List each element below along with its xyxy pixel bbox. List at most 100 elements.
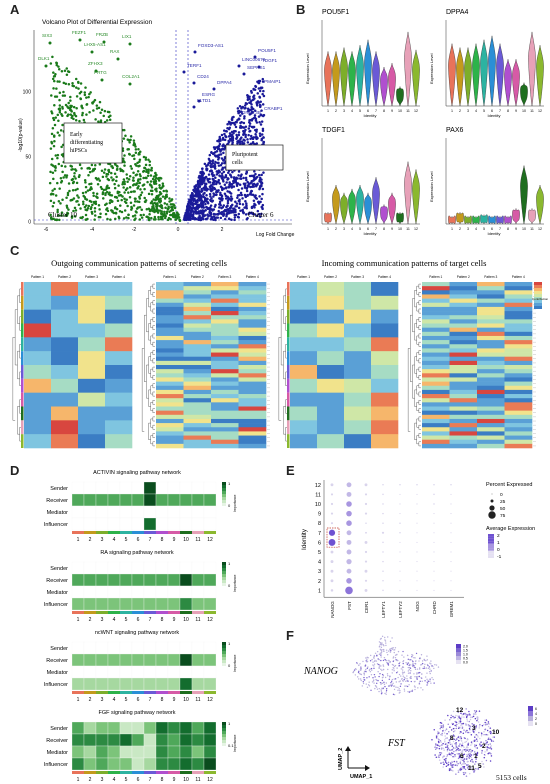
volcano-point-up <box>213 187 217 191</box>
heatmap-cell <box>449 348 478 353</box>
pathway-cell <box>83 573 97 587</box>
heatmap-cell <box>183 373 212 378</box>
umap-nanog-scale-value: 1.5 <box>463 649 468 653</box>
volcano-point-up <box>246 194 249 197</box>
pathway-cell <box>107 585 121 599</box>
volcano-point-up <box>230 185 234 189</box>
volcano-point-down <box>115 175 118 179</box>
volcano-point-up <box>262 140 265 144</box>
volcano-point-up <box>250 125 254 129</box>
pathway-cell <box>167 665 181 679</box>
volcano-point-down <box>52 177 55 181</box>
volcano-point-down <box>61 198 64 202</box>
heatmap-cell <box>211 381 239 387</box>
volcano-point-up <box>237 174 240 177</box>
volcano-point-down <box>55 95 59 98</box>
volcano-point-down <box>123 182 126 186</box>
box-early-label: Early differentiating hiPSCs <box>70 132 103 154</box>
volcano-point-up <box>200 172 204 176</box>
pathway-cluster-tick: 8 <box>161 537 164 543</box>
heatmap-cell <box>183 348 212 353</box>
volcano-point-down <box>133 218 136 222</box>
heatmap-cell <box>449 302 478 308</box>
volcano-point-down <box>110 165 113 168</box>
violin-identity-tick: 6 <box>491 109 493 113</box>
violin-identity-tick: 12 <box>414 227 418 231</box>
volcano-point-up <box>221 136 225 140</box>
volcano-point-down <box>150 193 154 196</box>
volcano-point-up <box>229 121 233 125</box>
volcano-point-down <box>52 71 55 74</box>
volcano-point-up <box>245 171 249 174</box>
violin-shape <box>340 192 348 225</box>
heatmap-cell <box>78 378 106 393</box>
volcano-point-down <box>116 165 119 168</box>
pathway-cell <box>203 573 217 587</box>
pathway-network-3: FGF signaling pathway networkSenderRecei… <box>44 710 237 782</box>
pathway-cell <box>191 721 205 735</box>
volcano-point-up <box>212 195 215 198</box>
volcano-point-up <box>227 139 230 143</box>
pathway-cell <box>167 653 181 667</box>
dendrogram <box>407 283 421 447</box>
violin-gene-title: PAX6 <box>446 127 463 134</box>
pathway-cell <box>203 517 217 531</box>
pathway-cell <box>107 677 121 691</box>
heatmap-cell <box>422 315 450 320</box>
volcano-point-up <box>253 88 257 91</box>
volcano-point-up <box>262 89 265 93</box>
volcano-point-up <box>234 129 237 133</box>
heatmap-pattern-label: Pattern 2 <box>457 275 470 279</box>
violin-shape <box>480 39 488 107</box>
volcano-point-down <box>60 211 64 214</box>
volcano-point-up <box>254 119 258 122</box>
volcano-point-down <box>54 154 58 157</box>
volcano-point-down <box>114 195 118 199</box>
volcano-point-down <box>144 176 148 180</box>
pathway-cell <box>107 641 121 655</box>
volcano-point-down <box>50 157 54 161</box>
heatmap-cell <box>24 295 52 310</box>
pathway-cluster-tick: 9 <box>173 697 176 703</box>
heatmap-cell <box>504 290 533 295</box>
dotplot-dot <box>399 493 401 495</box>
volcano-point-up <box>255 121 259 124</box>
volcano-label-down: PRTG <box>94 70 107 75</box>
volcano-point-up <box>200 187 203 191</box>
heatmap-cell <box>422 327 450 333</box>
volcano-point-up <box>209 195 212 198</box>
volcano-point-up <box>242 132 246 135</box>
heatmap-cell <box>422 282 450 287</box>
volcano-point-up <box>249 142 253 146</box>
volcano-point-up <box>204 175 208 179</box>
heatmap-cell <box>183 439 212 445</box>
heatmap-cell <box>183 344 212 349</box>
volcano-point-down <box>121 183 124 186</box>
violin-identity-tick: 7 <box>375 109 377 113</box>
volcano-point-up <box>244 102 248 105</box>
volcano-point-down <box>125 176 129 180</box>
heatmap-cell <box>156 406 184 411</box>
heatmap-cell <box>504 418 533 424</box>
volcano-point-up <box>248 108 251 112</box>
pathway-cell <box>155 721 169 735</box>
volcano-point-up <box>224 129 228 133</box>
volcano-point-down <box>154 188 157 191</box>
dotplot-dot <box>364 569 368 573</box>
heatmap-cell <box>477 319 505 324</box>
volcano-point-up <box>208 153 212 157</box>
volcano-point-down <box>166 208 170 211</box>
volcano-point-up <box>197 176 201 179</box>
umap-cluster-label: 6 <box>460 753 464 760</box>
heatmap-cell <box>504 394 533 399</box>
pathway-cluster-tick: 7 <box>149 537 152 543</box>
pathway-cell <box>191 561 205 575</box>
pathway-cell <box>155 585 169 599</box>
volcano-point-down <box>95 192 99 195</box>
pathway-cluster-tick: 5 <box>125 777 128 782</box>
violin-identity-tick: 2 <box>335 109 337 113</box>
pathway-scale-max: 1 <box>228 641 231 646</box>
heatmap-cell <box>156 311 184 316</box>
pathway-cell <box>203 493 217 507</box>
dotplot-dot <box>433 561 435 563</box>
